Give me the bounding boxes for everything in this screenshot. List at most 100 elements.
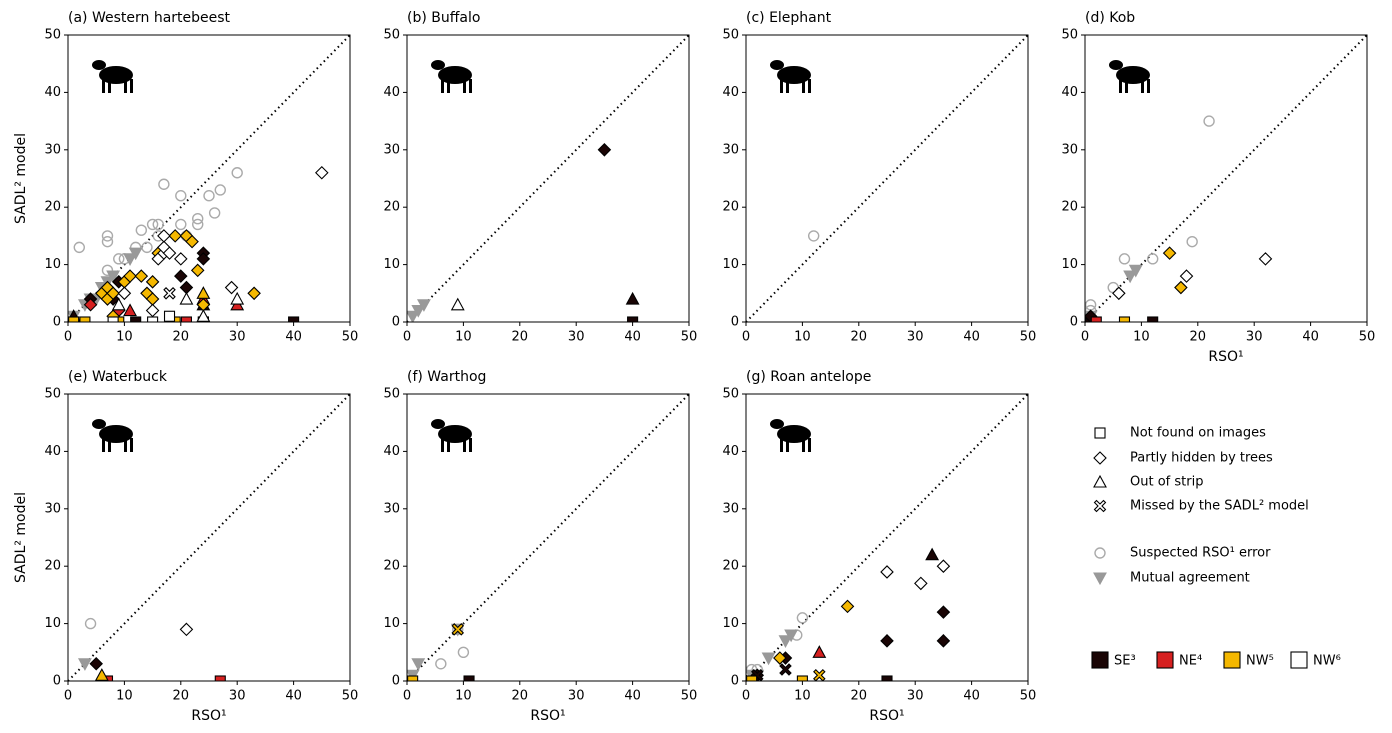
marks xyxy=(407,624,474,686)
marker-diamond xyxy=(842,600,854,612)
silhouette-leg xyxy=(130,79,133,93)
y-tick-label: 10 xyxy=(44,257,61,272)
x-tick-label: 10 xyxy=(794,330,811,345)
y-tick-label: 0 xyxy=(731,315,739,330)
x-tick-label: 20 xyxy=(512,330,529,345)
marker-diamond xyxy=(248,287,260,299)
marker-circle xyxy=(204,191,214,201)
marker-circle xyxy=(1095,548,1105,558)
y-tick-label: 40 xyxy=(383,444,400,459)
silhouette-leg xyxy=(463,438,466,452)
silhouette-leg xyxy=(1147,79,1150,93)
x-tick-label: 10 xyxy=(794,689,811,704)
silhouette-leg xyxy=(469,438,472,452)
x-axis-label: RSO¹ xyxy=(869,708,904,724)
legend-label: Mutual agreement xyxy=(1130,571,1250,586)
y-tick-label: 0 xyxy=(53,674,61,689)
silhouette-leg xyxy=(447,438,450,452)
legend-label: Partly hidden by trees xyxy=(1130,451,1273,466)
marker-triangle xyxy=(813,646,825,657)
marker-cross xyxy=(164,288,175,299)
y-tick-label: 30 xyxy=(383,142,400,157)
silhouette-leg xyxy=(124,79,127,93)
marker-diamond xyxy=(180,623,192,635)
silhouette-leg xyxy=(1119,79,1122,93)
marker-triangle xyxy=(452,299,464,310)
silhouette-leg xyxy=(447,79,450,93)
marks xyxy=(1085,116,1272,327)
x-tick-label: 40 xyxy=(285,689,302,704)
marker-diamond xyxy=(937,606,949,618)
silhouette-leg xyxy=(124,438,127,452)
x-tick-label: 0 xyxy=(64,330,72,345)
x-tick-label: 50 xyxy=(1020,689,1037,704)
y-tick-label: 40 xyxy=(722,85,739,100)
silhouette-leg xyxy=(102,438,105,452)
marks xyxy=(68,167,328,327)
y-tick-label: 30 xyxy=(44,501,61,516)
y-tick-label: 50 xyxy=(722,28,739,43)
y-tick-label: 10 xyxy=(722,257,739,272)
x-tick-label: 50 xyxy=(1359,330,1376,345)
legend-label: Not found on images xyxy=(1130,426,1266,441)
marker-diamond xyxy=(881,566,893,578)
y-tick-label: 40 xyxy=(722,444,739,459)
marks xyxy=(407,144,639,327)
silhouette-head xyxy=(431,60,445,70)
y-tick-label: 0 xyxy=(53,315,61,330)
silhouette-leg xyxy=(469,79,472,93)
x-tick-label: 40 xyxy=(285,330,302,345)
y-tick-label: 20 xyxy=(1061,200,1078,215)
y-tick-label: 40 xyxy=(44,444,61,459)
y-tick-label: 50 xyxy=(44,28,61,43)
marker-triangle xyxy=(180,293,192,304)
marker-triangle-down xyxy=(412,659,424,670)
silhouette-leg xyxy=(102,79,105,93)
marker-cross xyxy=(1095,501,1106,512)
marker-circle xyxy=(159,179,169,189)
legend-swatch xyxy=(1224,652,1240,668)
marks xyxy=(79,619,225,686)
marker-triangle xyxy=(124,305,136,316)
x-tick-label: 10 xyxy=(116,330,133,345)
panel-title: (c) Elephant xyxy=(746,10,832,26)
silhouette-leg xyxy=(802,438,805,452)
y-tick-label: 50 xyxy=(383,387,400,402)
marker-circle xyxy=(1204,116,1214,126)
legend-swatch xyxy=(1291,652,1307,668)
animal-silhouette xyxy=(92,60,133,93)
panel-title: (f) Warthog xyxy=(407,369,486,385)
marker-diamond xyxy=(147,276,159,288)
marks xyxy=(740,549,949,687)
marker-circle xyxy=(458,647,468,657)
y-tick-label: 30 xyxy=(722,142,739,157)
legend-swatch xyxy=(1157,652,1173,668)
x-tick-label: 10 xyxy=(455,330,472,345)
y-tick-label: 10 xyxy=(383,616,400,631)
y-tick-label: 20 xyxy=(722,200,739,215)
silhouette-head xyxy=(92,60,106,70)
silhouette-leg xyxy=(808,438,811,452)
x-tick-label: 20 xyxy=(851,330,868,345)
marker-circle xyxy=(797,613,807,623)
marker-circle xyxy=(74,242,84,252)
silhouette-head xyxy=(431,419,445,429)
marker-diamond xyxy=(598,144,610,156)
x-tick-label: 30 xyxy=(229,689,246,704)
silhouette-leg xyxy=(441,438,444,452)
x-tick-label: 0 xyxy=(64,689,72,704)
marker-circle xyxy=(142,242,152,252)
silhouette-leg xyxy=(780,79,783,93)
marker-diamond xyxy=(1175,282,1187,294)
marker-diamond xyxy=(147,305,159,317)
x-tick-label: 40 xyxy=(963,330,980,345)
marker-diamond xyxy=(937,635,949,647)
legend-label: Out of strip xyxy=(1130,475,1203,490)
animal-silhouette xyxy=(92,419,133,452)
marker-circle xyxy=(176,219,186,229)
y-tick-label: 40 xyxy=(1061,85,1078,100)
x-tick-label: 30 xyxy=(229,330,246,345)
x-tick-label: 50 xyxy=(681,689,698,704)
x-tick-label: 30 xyxy=(1246,330,1263,345)
marker-triangle xyxy=(926,549,938,560)
